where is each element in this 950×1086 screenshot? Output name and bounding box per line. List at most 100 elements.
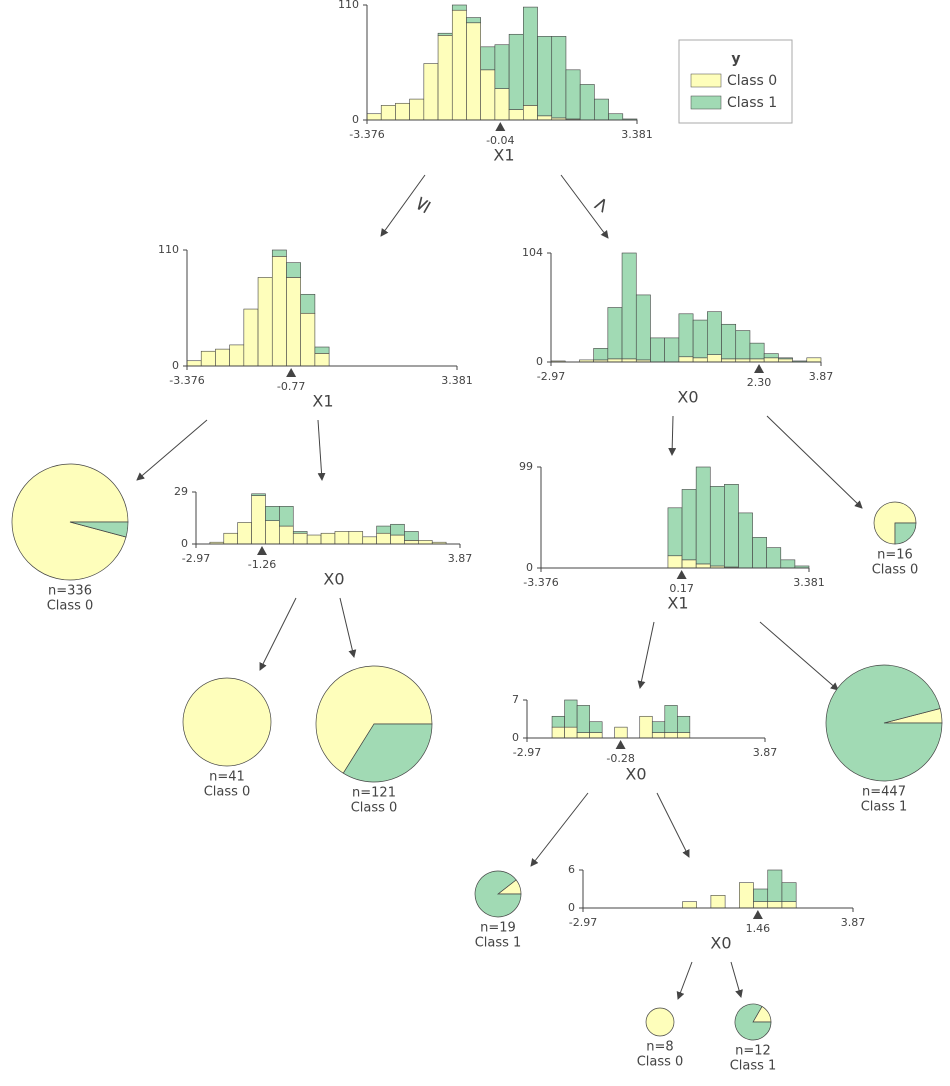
y-tick-label: 104 [522, 246, 543, 259]
bar-class0 [390, 534, 405, 545]
pie-slice [645, 1007, 675, 1037]
split-label: 0.17 [669, 582, 694, 595]
bar-class0 [739, 882, 754, 909]
bar-class1 [709, 486, 725, 567]
bar-class1 [551, 715, 565, 728]
bar-class1 [753, 888, 769, 902]
leaf-class: Class 1 [730, 1059, 777, 1074]
bar-class0 [767, 901, 783, 909]
edge [668, 415, 677, 456]
bar-class0 [395, 102, 410, 121]
bar-class0 [564, 726, 578, 739]
bar-class1 [480, 46, 496, 71]
y-tick-label: 0 [352, 113, 359, 126]
edge [766, 415, 863, 509]
bar-class1 [314, 346, 330, 354]
bar-class0 [229, 344, 245, 367]
bar-class0 [404, 540, 419, 545]
bar-class1 [677, 715, 691, 733]
bar-class1 [594, 98, 609, 121]
bar-class0 [678, 356, 694, 363]
bar-class1 [749, 342, 765, 360]
leaf-class: Class 1 [475, 936, 522, 951]
bar-class0 [257, 277, 273, 367]
bar-class0 [466, 22, 481, 121]
bar-class0 [806, 357, 822, 363]
pie-slice [734, 1003, 772, 1041]
feature-label: X0 [323, 570, 344, 589]
bar-class1 [523, 6, 538, 106]
leaf-class: Class 0 [47, 599, 94, 614]
split-marker [752, 910, 763, 919]
bar-class1 [664, 705, 678, 733]
bar-class0 [380, 105, 396, 121]
bar-class0 [763, 357, 779, 363]
y-tick-label: 0 [512, 731, 519, 744]
split-marker [286, 368, 297, 377]
bar-class0 [362, 536, 377, 545]
pie-slice [69, 521, 129, 538]
bar-class1 [466, 17, 481, 24]
x-tick-label: 3.381 [441, 374, 473, 387]
bar-class0 [537, 115, 553, 121]
bar-class1 [738, 512, 753, 569]
leaf-count: n=16 [877, 548, 913, 563]
legend-label: Class 1 [727, 95, 777, 111]
bar-class1 [724, 484, 739, 568]
bar-class1 [752, 537, 767, 569]
bar-class1 [635, 294, 651, 361]
bar-class0 [200, 350, 216, 367]
split-marker [754, 364, 765, 373]
x-tick-label: -3.376 [169, 374, 204, 387]
legend-swatch [690, 73, 722, 88]
leaf-count: n=41 [209, 770, 245, 785]
bar-class0 [480, 69, 496, 121]
bar-class1 [265, 506, 280, 521]
leaf-class: Class 1 [861, 800, 908, 815]
bar-class0 [409, 98, 425, 121]
bar-class1 [451, 4, 467, 11]
bar-class0 [551, 726, 565, 739]
edge [259, 597, 297, 671]
legend: y Class 0 Class 1 [678, 39, 793, 124]
edge [676, 961, 693, 1000]
bar-class0 [677, 732, 691, 739]
bar-class0 [271, 256, 287, 367]
y-tick-label: 29 [174, 485, 188, 498]
bar-class1 [608, 113, 624, 121]
y-tick-label: 0 [526, 561, 533, 574]
edge [530, 792, 589, 867]
split-label: -0.77 [277, 380, 305, 393]
split-label: 2.30 [747, 376, 772, 389]
bar-class1 [271, 249, 287, 257]
x-tick-label: 3.87 [448, 552, 473, 565]
bar-class0 [334, 531, 350, 545]
bar-class1 [763, 353, 779, 359]
bar-class0 [186, 360, 202, 367]
bar-class0 [314, 353, 330, 367]
bar-class0 [300, 312, 316, 367]
feature-label: X0 [677, 388, 698, 407]
bar-class0 [292, 532, 308, 545]
bar-class1 [681, 489, 697, 561]
y-tick-label: 7 [512, 693, 519, 706]
bar-class0 [589, 732, 603, 739]
bar-class1 [404, 531, 419, 541]
leaf-count: n=8 [646, 1040, 673, 1055]
split-label: -1.26 [248, 558, 276, 571]
bar-class1 [692, 319, 708, 359]
bar-class0 [494, 88, 510, 121]
pie-slice [182, 677, 272, 767]
bar-class1 [593, 348, 609, 361]
y-tick-label: 6 [568, 863, 575, 876]
bar-class1 [766, 547, 782, 569]
bar-class0 [667, 555, 683, 569]
bar-class1 [494, 44, 510, 89]
bar-class0 [223, 532, 238, 545]
bar-class0 [710, 895, 726, 909]
pie-slice [342, 723, 433, 783]
y-tick-label: 0 [536, 355, 543, 368]
x-tick-label: 3.381 [793, 576, 825, 589]
bar-class1 [390, 523, 405, 536]
